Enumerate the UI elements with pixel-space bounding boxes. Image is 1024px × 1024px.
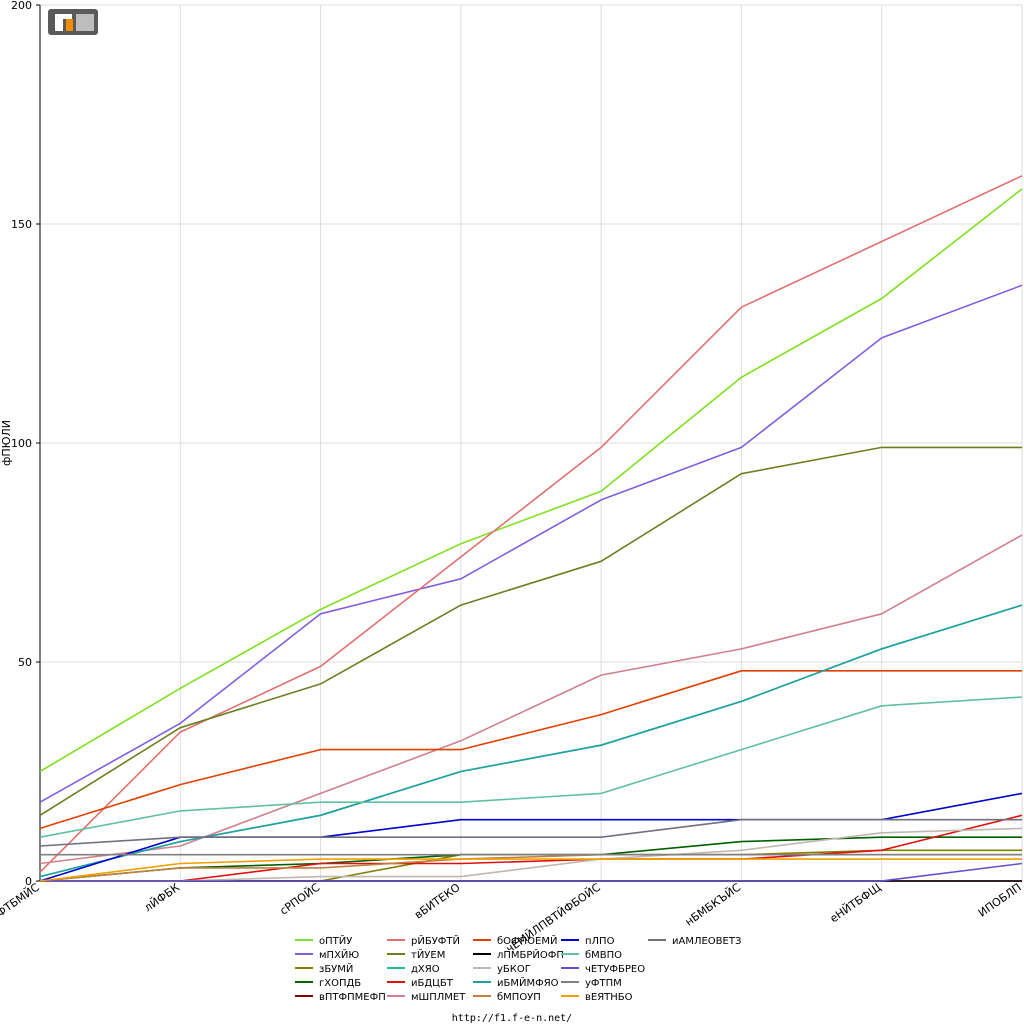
legend-label: бМПОУП	[497, 992, 541, 1003]
legend-label: вЕЯТНБО	[585, 992, 633, 1003]
legend-label: вПТФПМЕФП	[319, 992, 386, 1003]
y-tick-label: 150	[11, 218, 32, 231]
series-line	[39, 446, 1022, 816]
series-line	[39, 669, 1022, 830]
gridlines	[39, 4, 1023, 882]
y-tick-label: 200	[11, 0, 32, 12]
legend-label: пЛПО	[585, 936, 615, 947]
series-line	[39, 284, 1023, 803]
logo-f-shape	[55, 14, 63, 31]
legend-label: бОФПОЕМЙ	[497, 934, 557, 947]
legend-label: дХЯО	[411, 964, 440, 975]
legend-label: бМВПО	[585, 950, 622, 961]
legend-label: мПХЙЮ	[319, 948, 359, 961]
series-line	[40, 814, 1023, 882]
f1en-logo	[48, 9, 98, 35]
legend-label: уБКОГ	[497, 964, 531, 975]
legend-label: иБДЦБТ	[411, 978, 454, 989]
legend-label: иАМЛЕОВЕТЗ	[672, 936, 741, 947]
legend-label: иБМЙМФЯО	[497, 976, 559, 989]
logo-f-bar	[63, 14, 72, 19]
source-url[interactable]: http://f1.f-e-n.net/	[452, 1013, 572, 1024]
y-tick-label: 0	[25, 875, 32, 888]
legend-label: зБУМЙ	[319, 962, 353, 975]
legend-label: тЙУЕМ	[411, 948, 445, 961]
logo-one-shape	[66, 19, 73, 31]
legend-label: чЕТУФБРЕО	[585, 964, 645, 975]
y-axis-label: фПЮЛИ	[0, 420, 13, 466]
series-lines	[39, 175, 1023, 882]
legend-label: мШПЛМЕТ	[411, 992, 466, 1003]
series-line	[39, 696, 1023, 838]
y-tick-label: 50	[18, 656, 32, 669]
series-line	[39, 818, 1022, 847]
series-line	[40, 862, 1023, 882]
series-line	[39, 188, 1023, 773]
legend-label: рЙБУФТЙ	[411, 934, 460, 947]
series-line	[39, 858, 1022, 882]
y-tick-labels: 0 50 100 150 200	[11, 0, 32, 888]
legend-label: уФТПМ	[585, 978, 622, 989]
logo-en-shape	[76, 14, 94, 31]
legend-label: гХОПДБ	[319, 978, 361, 989]
legend-label: оПТЙУ	[319, 934, 352, 947]
legend-label: лПМБРЙОФП	[497, 948, 564, 961]
y-tick-label: 100	[11, 437, 32, 450]
